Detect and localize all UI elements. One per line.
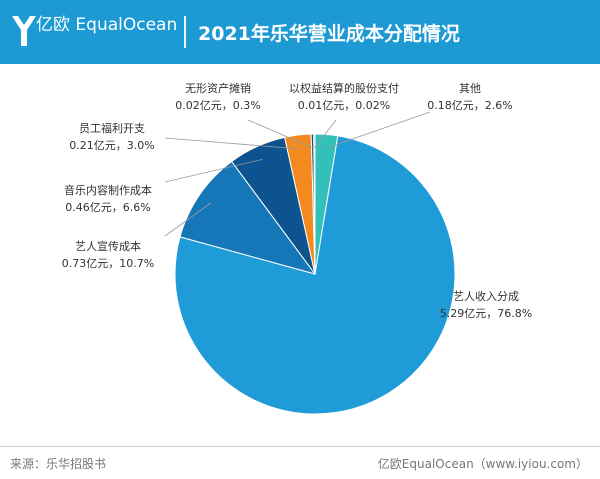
leader-line-artist-promotion [164, 202, 212, 237]
pie-slices [174, 133, 456, 415]
source-note: 来源：乐华招股书 [10, 457, 107, 471]
slice-name-label: 音乐内容制作成本 [64, 183, 152, 197]
pie-slice-share-payment [313, 133, 316, 275]
brand-cn: 亿欧 [36, 15, 70, 35]
slice-name-label: 艺人收入分成 [453, 289, 519, 303]
footer-divider [0, 446, 600, 447]
leader-line-staff-welfare [164, 137, 300, 150]
leader-line-share-payment [314, 119, 337, 149]
slice-name-label: 艺人宣传成本 [75, 239, 141, 253]
brand-wordmark: 亿欧 EqualOcean [36, 10, 177, 35]
slice-name-label: 以权益结算的股份支付 [289, 81, 399, 95]
slice-value-label: 0.02亿元，0.3% [175, 99, 260, 112]
slice-value-label: 0.21亿元，3.0% [69, 139, 154, 152]
leader-line-amortization [247, 119, 313, 149]
slice-value-label: 0.01亿元，0.02% [298, 99, 390, 112]
chart-title: 2021年乐华营业成本分配情况 [198, 23, 460, 45]
slice-value-label: 0.73亿元，10.7% [62, 257, 154, 270]
header-divider [184, 16, 186, 48]
leader-line-music-production [164, 158, 263, 183]
pie-chart: 艺人收入分成 5.29亿元，76.8% 艺人宣传成本 0.73亿元，10.7% 音乐内容… [62, 81, 532, 415]
slice-name-label: 其他 [459, 82, 481, 95]
pie-slice-artist-promotion [179, 160, 317, 275]
equalocean-logo [12, 16, 36, 46]
brand-en: EqualOcean [75, 15, 178, 35]
slice-value-label: 0.46亿元，6.6% [65, 201, 150, 214]
header-bar: 亿欧 EqualOcean 2021年乐华营业成本分配情况 [0, 0, 600, 64]
slice-labels: 艺人收入分成 5.29亿元，76.8% 艺人宣传成本 0.73亿元，10.7% 音乐内容… [62, 81, 532, 320]
leader-line-other [325, 111, 431, 149]
leader-lines [164, 111, 431, 237]
credit-note: 亿欧EqualOcean（www.iyiou.com） [377, 457, 588, 471]
y-logo-icon [12, 16, 36, 46]
slice-name-label: 员工福利开支 [79, 121, 145, 135]
pie-slice-artist-revenue-share [174, 135, 456, 415]
slice-value-label: 0.18亿元，2.6% [427, 99, 512, 112]
slice-value-label: 5.29亿元，76.8% [440, 307, 532, 320]
slice-name-label: 无形资产摊销 [185, 81, 251, 95]
